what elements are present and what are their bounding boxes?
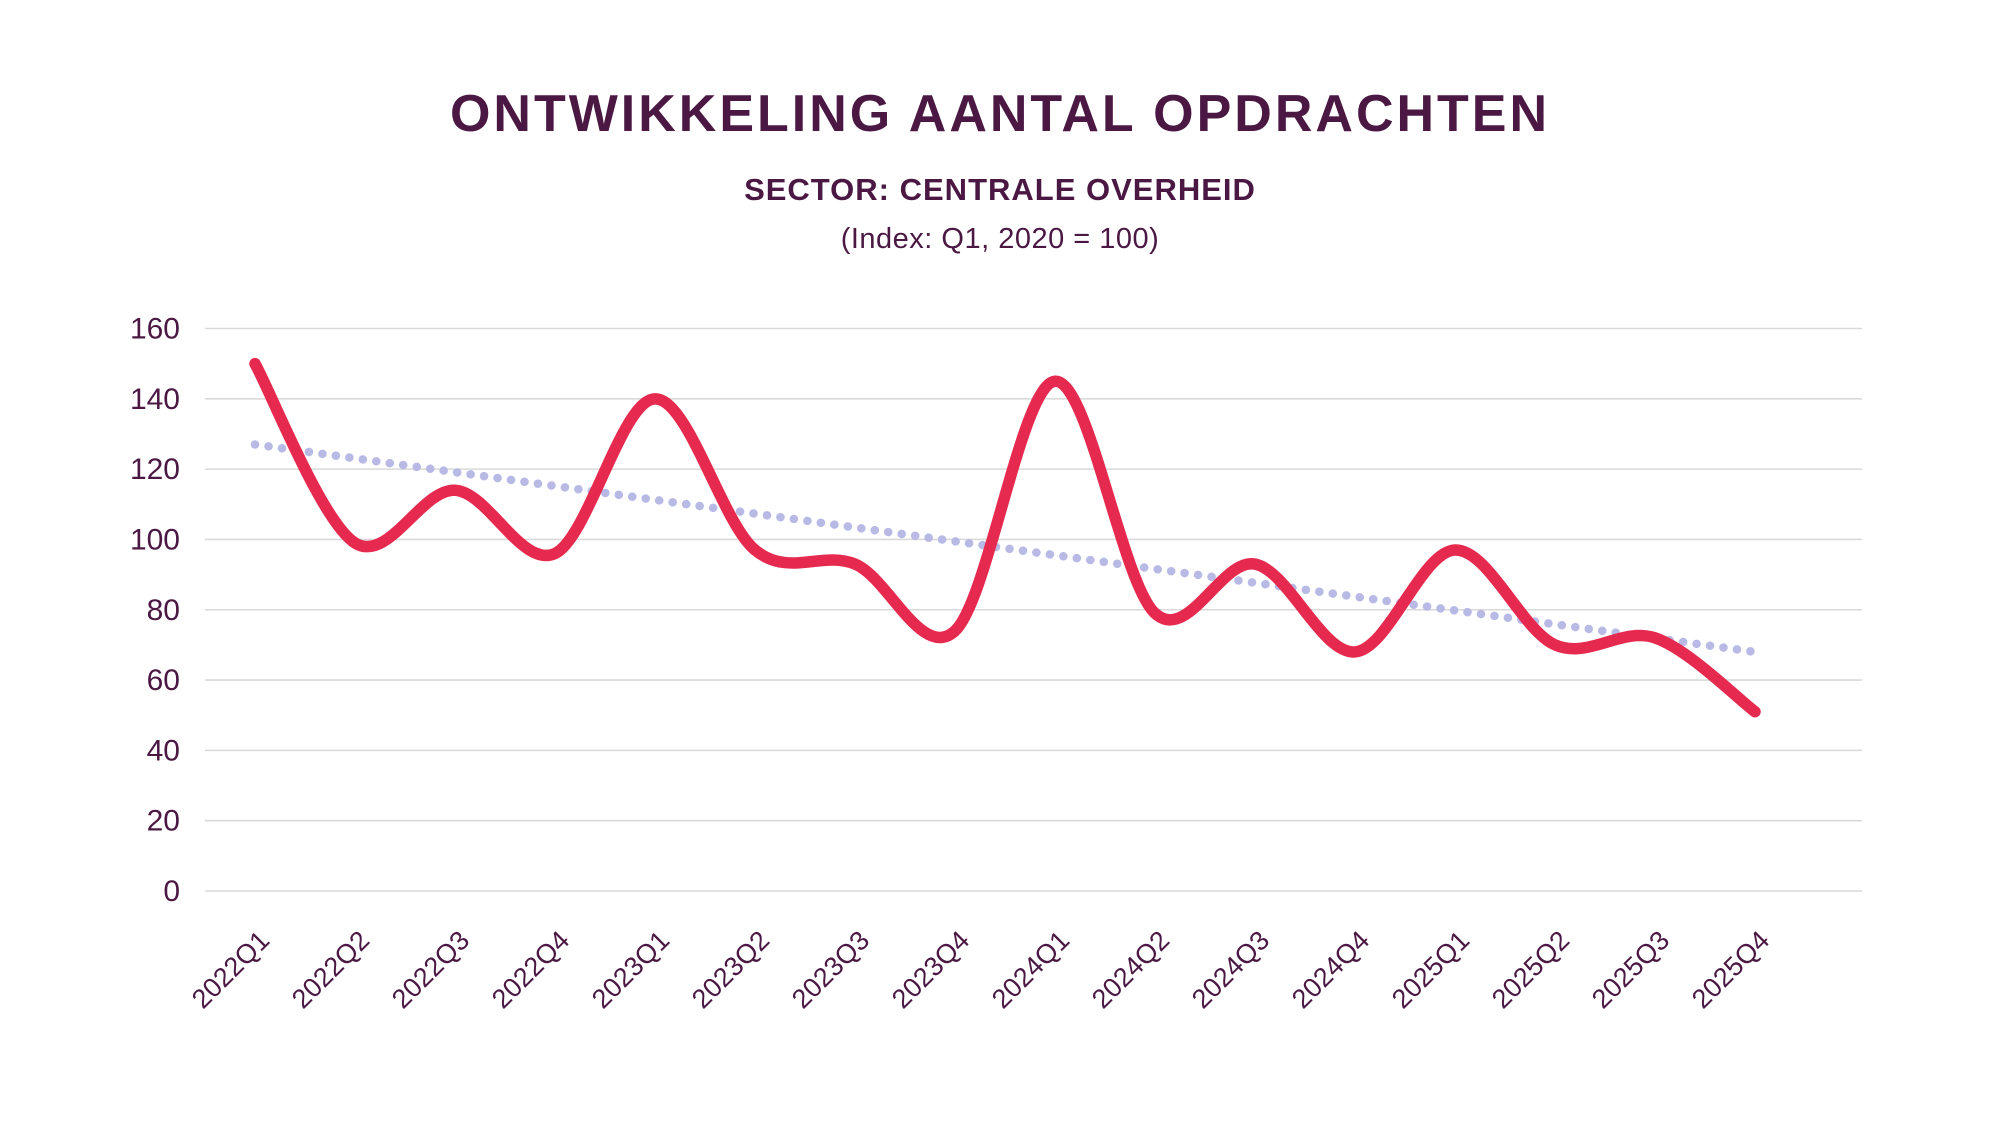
y-tick-label-0: 0 [163, 875, 180, 908]
x-tick-label-2025Q3: 2025Q3 [1586, 925, 1675, 1014]
y-tick-label-60: 60 [147, 664, 180, 697]
chart-index-note: (Index: Q1, 2020 = 100) [840, 223, 1160, 255]
x-tick-label-2022Q2: 2022Q2 [286, 925, 375, 1014]
y-tick-label-40: 40 [147, 734, 180, 767]
y-tick-label-160: 160 [130, 313, 180, 346]
x-tick-label-2024Q3: 2024Q3 [1186, 925, 1275, 1014]
y-tick-label-140: 140 [130, 383, 180, 416]
x-tick-label-2025Q2: 2025Q2 [1486, 925, 1575, 1014]
x-tick-label-2023Q4: 2023Q4 [886, 925, 975, 1014]
chart-subtitle: SECTOR: CENTRALE OVERHEID [744, 172, 1256, 207]
page-title: ONTWIKKELING AANTAL OPDRACHTEN [449, 85, 1551, 143]
x-tick-label-2024Q2: 2024Q2 [1086, 925, 1175, 1014]
y-tick-label-100: 100 [130, 523, 180, 556]
x-tick-label-2024Q1: 2024Q1 [986, 925, 1075, 1014]
x-tick-label-2022Q3: 2022Q3 [386, 925, 475, 1014]
x-tick-label-2023Q2: 2023Q2 [686, 925, 775, 1014]
x-tick-label-2023Q3: 2023Q3 [786, 925, 875, 1014]
x-tick-label-2023Q1: 2023Q1 [586, 925, 675, 1014]
y-tick-label-20: 20 [147, 805, 180, 838]
x-tick-label-2025Q1: 2025Q1 [1386, 925, 1475, 1014]
x-tick-label-2022Q1: 2022Q1 [186, 925, 275, 1014]
trend-line [250, 440, 1760, 657]
y-tick-label-80: 80 [147, 594, 180, 627]
title-block: ONTWIKKELING AANTAL OPDRACHTEN SECTOR: C… [0, 0, 2000, 254]
x-tick-label-2024Q4: 2024Q4 [1286, 925, 1375, 1014]
x-tick-label-2025Q4: 2025Q4 [1686, 925, 1775, 1014]
x-tick-label-2022Q4: 2022Q4 [486, 925, 575, 1014]
y-tick-label-120: 120 [130, 453, 180, 486]
data-line [249, 357, 1761, 718]
